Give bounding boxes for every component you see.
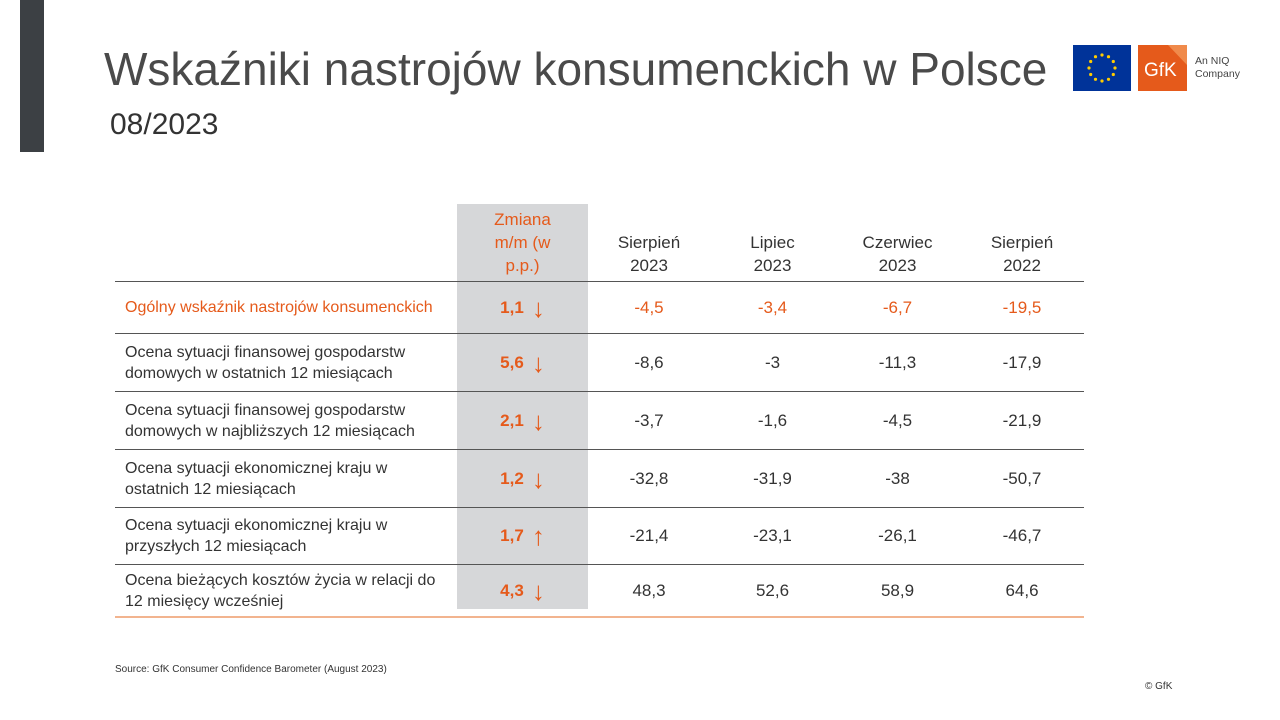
eu-flag-logo xyxy=(1073,45,1131,91)
table-header-row: Zmiana m/m (w p.p.) Sierpień 2023 Lipiec… xyxy=(115,204,1084,282)
logo-text-line2: Company xyxy=(1195,68,1240,80)
value-jun-2023: -11,3 xyxy=(878,352,917,372)
value-aug-2023: -32,8 xyxy=(629,468,669,488)
value-aug-2023: -4,5 xyxy=(634,297,664,317)
value-aug-2022: -19,5 xyxy=(1002,297,1042,317)
eu-star-icon xyxy=(1113,66,1117,70)
change-value: 1,7 ↑ xyxy=(457,508,588,564)
column-header-change: Zmiana m/m (w p.p.) xyxy=(494,210,551,275)
value-jul-2023: 52,6 xyxy=(755,580,790,600)
niq-company-text: An NIQ Company xyxy=(1195,55,1240,81)
table-row: Ogólny wskaźnik nastrojów konsumenckich 1… xyxy=(115,282,1084,334)
row-label: Ocena sytuacji finansowej gospodarstw do… xyxy=(125,343,406,382)
page-title: Wskaźniki nastrojów konsumenckich w Pols… xyxy=(104,43,1048,95)
value-aug-2023: 48,3 xyxy=(632,580,666,600)
down-arrow-icon: ↓ xyxy=(531,575,545,606)
change-column-highlight xyxy=(457,204,588,609)
eu-star-icon xyxy=(1093,77,1098,81)
table-row: Ocena sytuacji finansowej gospodarstw do… xyxy=(115,392,1084,450)
value-aug-2023: -21,4 xyxy=(629,526,669,545)
value-aug-2023: -3,7 xyxy=(634,410,664,430)
svg-text:GfK: GfK xyxy=(1144,60,1177,81)
table-row: Ocena sytuacji finansowej gospodarstw do… xyxy=(115,334,1084,392)
up-arrow-icon: ↑ xyxy=(531,521,545,551)
row-label: Ocena bieżących kosztów życia w relacji … xyxy=(125,571,436,610)
column-header-aug-2023: Sierpień 2023 xyxy=(617,233,681,275)
value-jul-2023: -1,6 xyxy=(757,410,788,430)
change-value: 4,3 ↓ xyxy=(457,565,588,616)
eu-star-icon xyxy=(1106,55,1111,59)
row-label: Ogólny wskaźnik nastrojów konsumenckich xyxy=(125,299,433,316)
change-value: 2,1 ↓ xyxy=(457,392,588,449)
side-accent-bar xyxy=(20,0,44,152)
change-number: 2,1 xyxy=(500,410,524,430)
column-header-jun-2023: Czerwiec 2023 xyxy=(862,233,933,275)
table-row: Ocena bieżących kosztów życia w relacji … xyxy=(115,565,1084,618)
source-note: Source: GfK Consumer Confidence Baromete… xyxy=(115,664,387,675)
eu-star-icon xyxy=(1100,79,1104,83)
value-aug-2022: -17,9 xyxy=(1002,352,1042,372)
down-arrow-icon: ↓ xyxy=(531,405,545,436)
change-number: 1,2 xyxy=(500,468,524,488)
change-number: 1,1 xyxy=(500,297,524,317)
value-aug-2022: -50,7 xyxy=(1002,468,1042,488)
value-aug-2022: -46,7 xyxy=(1002,526,1042,545)
value-jun-2023: 58,9 xyxy=(880,580,915,600)
value-aug-2023: -8,6 xyxy=(634,352,664,372)
eu-star-icon xyxy=(1087,66,1091,70)
table-row: Ocena sytuacji ekonomicznej kraju w przy… xyxy=(115,508,1084,565)
eu-star-icon xyxy=(1111,59,1115,64)
row-label: Ocena sytuacji ekonomicznej kraju w osta… xyxy=(125,459,388,498)
page-subtitle: 08/2023 xyxy=(110,108,219,141)
eu-star-icon xyxy=(1093,55,1098,59)
row-label: Ocena sytuacji ekonomicznej kraju w przy… xyxy=(125,517,388,555)
change-value: 1,2 ↓ xyxy=(457,450,588,507)
eu-star-icon xyxy=(1100,53,1104,57)
value-aug-2022: 64,6 xyxy=(1005,580,1039,600)
value-jul-2023: -23,1 xyxy=(753,526,792,545)
column-header-jul-2023: Lipiec 2023 xyxy=(750,233,795,275)
eu-star-icon xyxy=(1106,77,1111,81)
eu-star-icon xyxy=(1111,72,1115,77)
copyright: © GfK xyxy=(1145,681,1173,692)
down-arrow-icon: ↓ xyxy=(531,463,545,494)
value-jul-2023: -31,9 xyxy=(753,468,792,488)
down-arrow-icon: ↓ xyxy=(531,347,545,378)
down-arrow-icon: ↓ xyxy=(531,292,545,323)
table-row: Ocena sytuacji ekonomicznej kraju w osta… xyxy=(115,450,1084,508)
value-aug-2022: -21,9 xyxy=(1002,410,1042,430)
row-label: Ocena sytuacji finansowej gospodarstw do… xyxy=(125,401,415,440)
value-jun-2023: -6,7 xyxy=(882,297,913,317)
value-jun-2023: -38 xyxy=(885,468,910,488)
change-number: 4,3 xyxy=(500,580,524,600)
eu-star-icon xyxy=(1089,59,1093,64)
value-jul-2023: -3 xyxy=(764,352,781,372)
eu-star-icon xyxy=(1089,72,1093,77)
logo-text-line1: An NIQ xyxy=(1195,55,1230,67)
change-value: 1,1 ↓ xyxy=(457,282,588,333)
gfk-logo: GfK xyxy=(1138,45,1187,91)
value-jun-2023: -26,1 xyxy=(878,526,917,545)
indicators-table: Zmiana m/m (w p.p.) Sierpień 2023 Lipiec… xyxy=(115,204,1084,618)
column-header-aug-2022: Sierpień 2022 xyxy=(990,233,1054,275)
value-jun-2023: -4,5 xyxy=(882,410,913,430)
change-value: 5,6 ↓ xyxy=(457,334,588,391)
change-number: 5,6 xyxy=(500,352,524,372)
value-jul-2023: -3,4 xyxy=(757,297,788,317)
change-number: 1,7 xyxy=(500,526,524,545)
